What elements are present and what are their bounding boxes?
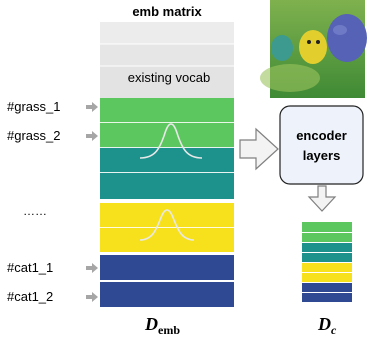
cat-row-1 <box>100 255 234 280</box>
down-arrow-icon <box>307 185 337 212</box>
row-label-cat-2: #cat1_2 <box>7 289 53 304</box>
yellow-row <box>100 228 234 252</box>
vocab-row <box>100 44 234 66</box>
cat-row-2 <box>100 282 234 307</box>
row-label-cat-1: #cat1_1 <box>7 260 53 275</box>
block-arrow-icon <box>239 127 279 171</box>
arrow-right-icon <box>86 263 98 273</box>
output-embedding <box>302 222 352 302</box>
layers-label: layers <box>303 148 341 163</box>
vocab-row <box>100 22 234 44</box>
row-label-grass-1: #grass_1 <box>7 99 60 114</box>
arrow-right-icon <box>86 102 98 112</box>
teal-row <box>100 148 234 172</box>
matrix-title: emb matrix <box>132 4 202 19</box>
grass-row-1 <box>100 98 234 122</box>
embedding-matrix: existing vocab <box>100 22 234 307</box>
row-label-grass-2: #grass_2 <box>7 128 60 143</box>
arrow-right-icon <box>86 131 98 141</box>
encoder-box: encoder layers <box>279 105 364 185</box>
yellow-row <box>100 203 234 227</box>
arrow-right-icon <box>86 292 98 302</box>
d-c-label: Dc <box>317 314 337 337</box>
d-emb-label: Demb <box>144 314 180 337</box>
distribution-curve <box>139 123 203 159</box>
encoder-label: encoder <box>296 128 347 143</box>
row-label-ellipsis: …… <box>23 204 47 218</box>
photo-thumbnail-icon <box>260 0 367 98</box>
teal-row <box>100 173 234 199</box>
distribution-curve <box>139 209 195 241</box>
vocab-label: existing vocab <box>128 70 210 85</box>
vocab-row <box>100 66 234 98</box>
row-labels: #grass_1 #grass_2 …… #cat1_1 #cat1_2 <box>7 99 98 304</box>
